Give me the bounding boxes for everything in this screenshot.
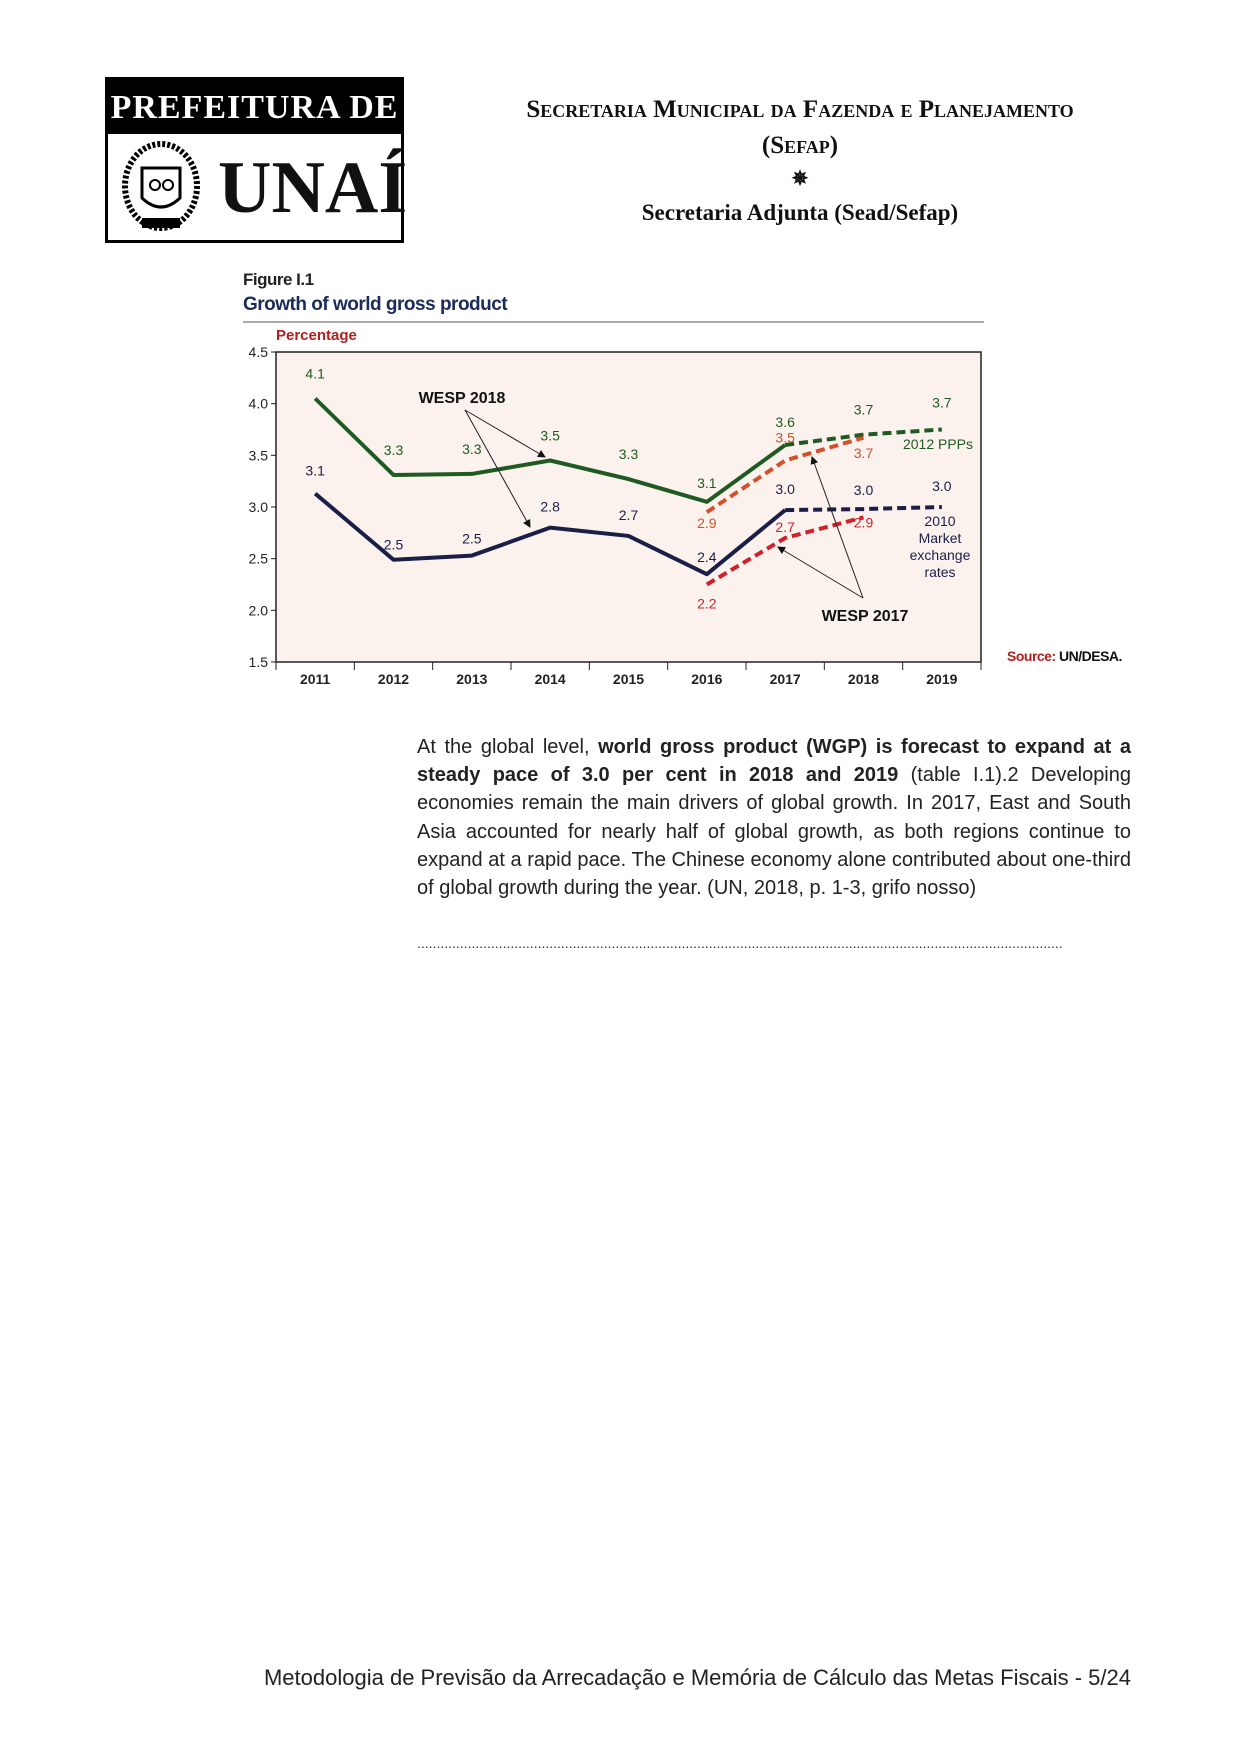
data-label: 3.3: [619, 446, 639, 462]
series-line-dashed: [705, 435, 865, 514]
series-line-dashed: [784, 427, 942, 447]
prefeitura-logo: PREFEITURA DE UNAÍ: [105, 77, 408, 243]
source-value: UN/DESA.: [1059, 648, 1122, 664]
x-tick-label: 2016: [691, 671, 722, 687]
ornament-icon: ✵: [791, 168, 809, 190]
data-label: 2.2: [697, 596, 717, 612]
x-tick-label: 2015: [613, 671, 644, 687]
annotation-mer: 2010: [924, 513, 955, 529]
data-label: 3.0: [854, 482, 874, 498]
annotation-arrow: [810, 456, 864, 599]
x-tick-label: 2012: [378, 671, 409, 687]
figure-number: Figure I.1: [243, 270, 314, 289]
annotation-arrow: [464, 409, 531, 528]
y-tick-label: 1.5: [249, 654, 269, 670]
data-label: 2.9: [854, 514, 874, 530]
data-label: 3.5: [775, 430, 795, 446]
figure-title: Growth of world gross product: [243, 294, 508, 315]
annotation-mer: Market: [919, 530, 962, 546]
y-tick-label: 2.5: [249, 551, 269, 567]
y-tick-label: 3.5: [249, 447, 269, 463]
data-label: 2.5: [462, 531, 482, 547]
data-label: 2.7: [619, 507, 639, 523]
series-line-dashed: [785, 505, 942, 513]
header-secretaria: Secretaria Municipal da Fazenda e Planej…: [526, 96, 1074, 123]
header-sefap: (Sefap): [761, 132, 839, 159]
x-tick-label: 2011: [300, 671, 331, 687]
x-tick-label: 2014: [535, 671, 566, 687]
annotation-wesp2017: WESP 2017: [822, 608, 909, 625]
y-tick-label: 4.0: [249, 396, 269, 412]
data-label: 2.8: [540, 499, 560, 515]
annotation-ppp: 2012 PPPs: [903, 436, 973, 452]
y-tick-label: 4.5: [249, 344, 269, 360]
x-tick-label: 2018: [848, 671, 879, 687]
annotation-mer: rates: [924, 564, 955, 580]
figure-divider: [243, 321, 984, 323]
para-bold-text: world gross product (WGP) is forecast to…: [417, 736, 1132, 787]
y-tick-label: 3.0: [249, 499, 269, 515]
data-label: 3.1: [697, 475, 717, 491]
data-label: 3.7: [854, 445, 874, 461]
source-key: Source:: [1007, 648, 1056, 664]
city-crest-icon: [122, 141, 200, 231]
dotted-separator: ........................................…: [417, 935, 1063, 951]
series-line-dashed: [705, 515, 865, 587]
plot-area: [275, 351, 982, 663]
annotation-arrow: [777, 546, 864, 599]
data-label: 3.6: [775, 414, 795, 430]
data-label: 2.4: [697, 549, 717, 565]
header-secretaria-adjunta: Secretaria Adjunta (Sead/Sefap): [641, 200, 959, 225]
logo-city-name: UNAÍ: [218, 147, 408, 229]
data-label: 3.1: [305, 463, 325, 479]
x-tick-label: 2017: [770, 671, 801, 687]
data-label: 3.3: [462, 441, 482, 457]
para-text-1: At the global level,: [417, 736, 599, 758]
page-footer: Metodologia de Previsão da Arrecadação e…: [263, 1665, 1131, 1690]
annotation-arrow: [464, 409, 546, 458]
data-label: 4.1: [305, 366, 325, 382]
x-tick-label: 2019: [926, 671, 957, 687]
data-label: 3.3: [384, 442, 404, 458]
data-label: 3.0: [775, 481, 795, 497]
data-label: 3.7: [932, 395, 952, 411]
annotation-wesp2018: WESP 2018: [419, 390, 506, 407]
data-label: 3.7: [854, 402, 874, 418]
data-label: 2.5: [384, 537, 404, 553]
data-label: 3.0: [932, 478, 952, 494]
quote-paragraph: At the global level, world gross product…: [417, 733, 1131, 902]
series-line-solid: [313, 492, 787, 577]
growth-chart: 1.5 2.0 2.5 3.0 3.5 4.0 4.5 2011 2012 2013 2014 201…: [249, 344, 982, 687]
y-tick-label: 2.0: [249, 602, 269, 618]
y-axis-label: Percentage: [276, 327, 357, 344]
figure-source: Source: UN/DESA.: [1007, 648, 1122, 664]
data-label: 2.9: [697, 515, 717, 531]
series-line-solid: [313, 397, 787, 504]
x-tick-label: 2013: [456, 671, 487, 687]
para-text-2: (table I.1).2 Developing economies remai…: [417, 764, 1132, 900]
data-label: 3.5: [540, 428, 560, 444]
logo-top-text: PREFEITURA DE: [108, 80, 401, 134]
annotation-mer: exchange: [910, 547, 971, 563]
data-label: 2.7: [775, 519, 795, 535]
